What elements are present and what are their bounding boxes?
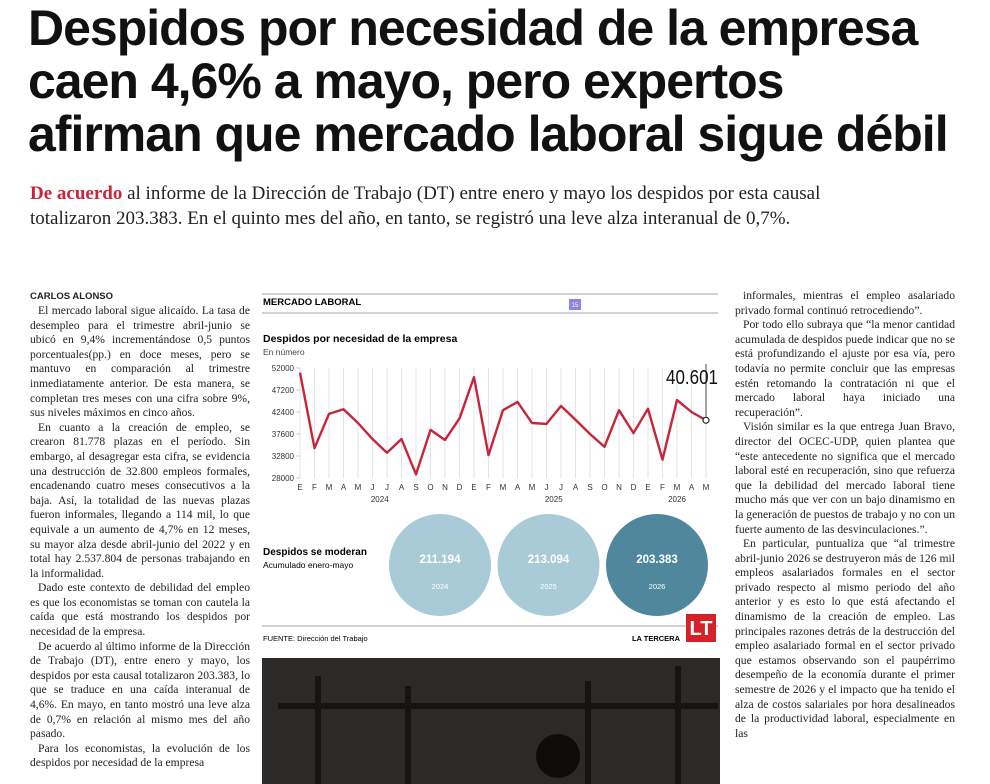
x-tick-label: S xyxy=(587,483,592,492)
brand: LA TERCERA xyxy=(632,634,681,643)
x-tick-label: E xyxy=(297,483,302,492)
x-tick-label: J xyxy=(559,483,563,492)
x-tick-label: N xyxy=(442,483,448,492)
paragraph: Por todo ello subraya que “la menor cant… xyxy=(735,318,955,419)
right-column: informales, mientras el empleo asalariad… xyxy=(735,289,955,784)
total-bubble xyxy=(389,514,491,616)
x-tick-label: D xyxy=(631,483,637,492)
x-tick-label: A xyxy=(515,483,521,492)
x-tick-label: E xyxy=(471,483,476,492)
x-tick-label: J xyxy=(371,483,375,492)
total-year: 2025 xyxy=(540,582,557,591)
logo: LT xyxy=(690,618,713,640)
x-tick-label: M xyxy=(355,483,362,492)
y-tick-label: 52000 xyxy=(272,364,295,373)
x-tick-label: E xyxy=(645,483,650,492)
x-tick-label: M xyxy=(326,483,333,492)
badge xyxy=(569,299,581,310)
headline-line: caen 4,6% a mayo, pero expertos xyxy=(28,53,784,109)
x-tick-label: J xyxy=(385,483,389,492)
chart-title: Despidos por necesidad de la empresa xyxy=(263,333,457,345)
y-tick-label: 37600 xyxy=(272,430,295,439)
badge-text: 15 xyxy=(572,303,579,309)
paragraph: En cuanto a la creación de empleo, se cr… xyxy=(30,420,250,580)
x-tick-label: A xyxy=(689,483,695,492)
x-tick-label: F xyxy=(486,483,491,492)
year-label: 2026 xyxy=(668,495,686,504)
year-label: 2025 xyxy=(545,495,563,504)
byline: CARLOS ALONSO xyxy=(30,291,114,302)
paragraph: Para los economistas, la evolución de lo… xyxy=(30,741,250,770)
totals-subtitle: Acumulado enero-mayo xyxy=(263,560,354,570)
x-tick-label: N xyxy=(616,483,622,492)
y-tick-label: 47200 xyxy=(272,386,295,395)
total-bubble xyxy=(497,514,600,616)
x-tick-label: A xyxy=(573,483,579,492)
line xyxy=(298,372,707,476)
x-tick-label: M xyxy=(529,483,536,492)
photo-scaffold xyxy=(278,666,718,784)
total-value: 211.194 xyxy=(420,554,462,566)
x-tick-label: S xyxy=(413,483,418,492)
logo-box xyxy=(686,614,716,642)
headline-line: afirman que mercado laboral sigue débil xyxy=(28,106,949,162)
chart-subtitle: En número xyxy=(263,347,305,357)
year-label: 2024 xyxy=(371,495,389,504)
total-year: 2026 xyxy=(649,582,666,591)
x-tick-label: O xyxy=(427,483,433,492)
left-column: CARLOS ALONSO El mercado laboral sigue a… xyxy=(30,290,250,784)
total-bubble xyxy=(606,514,708,616)
headline-line: Despidos por necesidad de la empresa xyxy=(28,0,918,56)
y-tick-label: 28000 xyxy=(272,474,295,483)
x-tick-label: A xyxy=(341,483,347,492)
x-tick-label: M xyxy=(703,483,710,492)
x-tick-label: M xyxy=(500,483,507,492)
last-point xyxy=(702,416,710,424)
x-tick-label: M xyxy=(674,483,681,492)
total-year: 2024 xyxy=(432,582,449,591)
x-tick-label: O xyxy=(601,483,607,492)
lead-kicker: De acuerdo xyxy=(30,183,123,204)
headline: Despidos por necesidad de la empresa caen… xyxy=(28,0,949,162)
total-value: 213.094 xyxy=(528,554,570,566)
y-tick-label: 42400 xyxy=(272,408,295,417)
paragraph: Visión similar es la que entrega Juan Br… xyxy=(735,420,955,536)
y-tick-label: 32800 xyxy=(272,452,295,461)
paragraph: Dado este contexto de debilidad del empl… xyxy=(30,581,250,639)
paragraph: En particular, puntualiza que “al trimes… xyxy=(735,537,955,740)
paragraph: El mercado laboral sigue alicaído. La ta… xyxy=(30,304,250,420)
source: FUENTE: Dirección del Trabajo xyxy=(263,634,368,643)
x-tick-label: D xyxy=(457,483,463,492)
x-tick-label: F xyxy=(312,483,317,492)
lead: De acuerdo al informe de la Dirección de… xyxy=(30,181,890,231)
totals-title: Despidos se moderan xyxy=(263,547,367,558)
paragraph: informales, mientras el empleo asalariad… xyxy=(735,289,955,317)
total-value: 203.383 xyxy=(636,554,678,566)
x-tick-label: J xyxy=(545,483,549,492)
annotation: 40.601 xyxy=(666,366,718,389)
photo-figure xyxy=(536,734,580,778)
photo xyxy=(262,658,720,784)
paragraph: De acuerdo al último informe de la Direc… xyxy=(30,639,250,741)
lead-text: al informe de la Dirección de Trabajo (D… xyxy=(30,183,821,229)
infographic: MERCADO LABORAL 15 Despidos por necesida… xyxy=(262,293,720,784)
x-tick-label: F xyxy=(660,483,665,492)
x-tick-label: A xyxy=(399,483,405,492)
section-label: MERCADO LABORAL xyxy=(263,297,361,308)
